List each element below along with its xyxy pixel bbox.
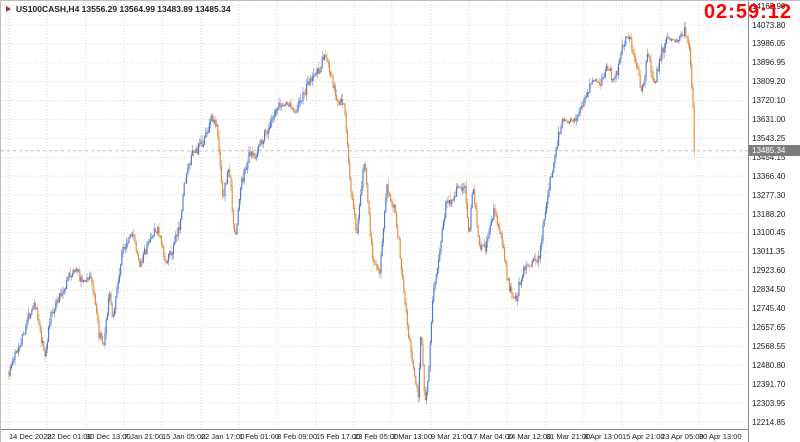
price-axis-label: 12657.65: [752, 322, 786, 332]
up-candle-bodies: [9, 27, 686, 401]
time-axis-label: 30 Dec 13:00: [86, 432, 131, 441]
price-axis-label: 13277.30: [752, 190, 786, 200]
price-axis-label: 13720.10: [752, 96, 786, 106]
candlestick-chart[interactable]: [1, 1, 748, 429]
grid-layer: [1, 1, 748, 429]
price-axis-label: 12480.80: [752, 360, 786, 370]
price-axis-label: 12923.60: [752, 266, 786, 276]
price-axis-label: 12214.85: [752, 417, 786, 427]
time-axis-label: 15 Feb 17:00: [316, 432, 361, 441]
time-axis-label: 15 Apr 21:00: [622, 432, 665, 441]
one-click-trading-toggle-icon[interactable]: [6, 6, 11, 12]
price-axis-label: 13809.20: [752, 77, 786, 86]
time-axis-label: 2 Mar 13:00: [392, 432, 433, 441]
time-axis-label: 15 Jan 05:00: [162, 432, 206, 441]
price-axis-label: 13100.45: [752, 228, 786, 238]
price-axis-label: 13454.15: [752, 152, 786, 162]
time-axis-label: 1 Feb 01:00: [239, 432, 280, 441]
time-axis-label: 24 Mar 12:00: [507, 432, 552, 441]
symbol-ohlc-info: US100CASH,H4 13556.29 13564.99 13483.89 …: [16, 4, 231, 14]
price-axis-label: 14073.80: [752, 20, 786, 30]
price-axis-label: 13631.00: [752, 115, 786, 125]
price-axis-label: 13896.95: [752, 58, 786, 68]
price-axis[interactable]: 13485.34 14162.90 14073.80 13986.05 13896.9…: [748, 1, 800, 442]
price-axis-label: 12834.50: [752, 285, 786, 295]
price-axis-label: 12391.70: [752, 379, 786, 389]
current-price-tag: 13485.34: [749, 145, 800, 157]
time-axis-label: 30 Apr 13:00: [699, 432, 742, 441]
price-axis-label: 13366.40: [752, 171, 786, 181]
market-clock: 02:59:12: [703, 1, 792, 23]
price-axis-label: 14162.90: [752, 1, 786, 11]
time-axis-label: 23 Feb 05:00: [354, 432, 399, 441]
down-candle-wicks: [8, 22, 695, 403]
price-axis-label: 12745.40: [752, 304, 786, 314]
time-axis-label: 22 Jan 17:00: [201, 432, 245, 441]
time-axis-label: 22 Dec 01:00: [47, 432, 92, 441]
price-axis-label: 13188.20: [752, 209, 786, 219]
time-axis-label: 31 Mar 21:00: [546, 432, 591, 441]
time-axis[interactable]: 14 Dec 2020 22 Dec 01:00 30 Dec 13:00 7 Jan…: [1, 429, 800, 442]
price-axis-label: 13011.35: [752, 247, 785, 257]
time-axis-label: 8 Apr 13:00: [584, 432, 623, 441]
time-axis-label: 8 Feb 09:00: [277, 432, 318, 441]
time-axis-label: 14 Dec 2020: [9, 432, 52, 441]
price-axis-label: 13986.05: [752, 39, 786, 49]
time-axis-label: 17 Mar 04:00: [469, 432, 514, 441]
price-axis-label: 12568.55: [752, 342, 786, 351]
time-axis-label: 7 Jan 21:00: [124, 432, 164, 441]
price-axis-label: 13543.25: [752, 133, 786, 143]
time-axis-label: 23 Apr 05:00: [661, 432, 704, 441]
price-axis-label: 12303.95: [752, 398, 786, 408]
down-candle-bodies: [8, 27, 695, 401]
time-axis-label: 9 Mar 21:00: [431, 432, 472, 441]
